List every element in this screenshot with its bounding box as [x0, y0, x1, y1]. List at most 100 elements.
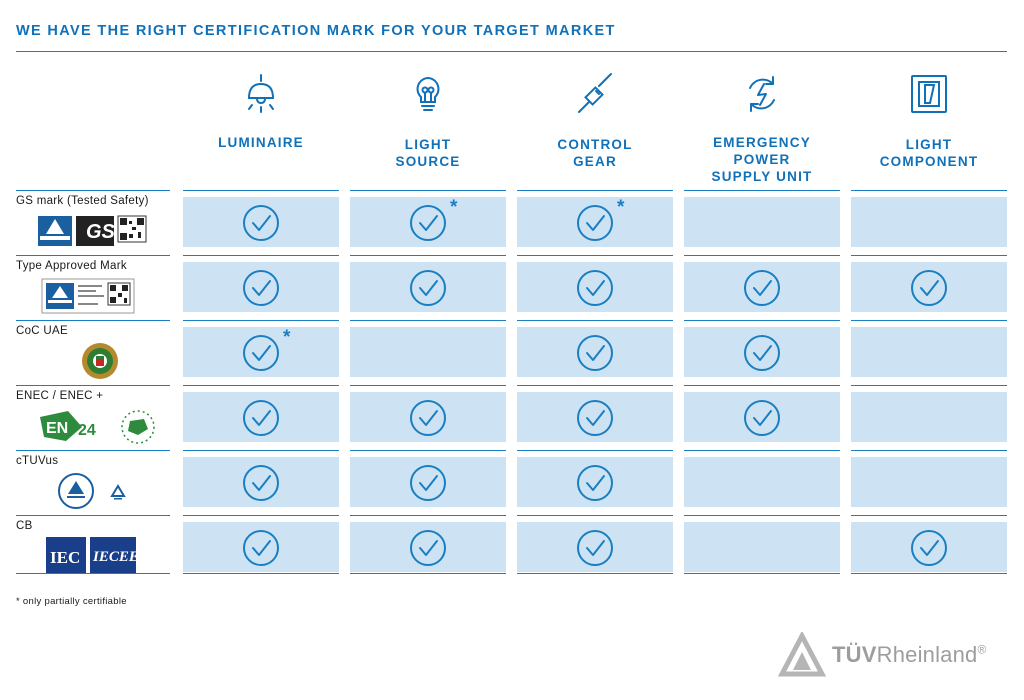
- table-cell: [350, 522, 506, 572]
- row-label: CoC UAE: [16, 325, 68, 337]
- partial-asterisk: *: [617, 197, 625, 218]
- svg-text:IEC: IEC: [50, 548, 80, 567]
- cell-divider: [517, 190, 673, 191]
- cell-divider: [350, 450, 506, 451]
- cell-divider: [350, 515, 506, 516]
- row-divider: [16, 255, 170, 256]
- tuv-triangle-icon: [777, 630, 827, 677]
- checkmark-icon: [910, 529, 948, 567]
- table-cell: [684, 262, 840, 312]
- column-label: LIGHT COMPONENT: [879, 137, 979, 169]
- checkmark-icon: [242, 464, 280, 502]
- cell-divider: [684, 450, 840, 451]
- column-header-5: LIGHT COMPONENT: [851, 72, 1007, 187]
- bottom-rule-column: [350, 573, 506, 574]
- checkmark-icon: [409, 399, 447, 437]
- type-approved-mark-logo: [38, 277, 178, 315]
- checkmark-icon: [576, 529, 614, 567]
- bottom-rule-column: [517, 573, 673, 574]
- column-label: CONTROL GEAR: [557, 137, 633, 169]
- bottom-rule-column: [851, 573, 1007, 574]
- table-cell: [517, 522, 673, 572]
- cell-divider: [350, 385, 506, 386]
- bottom-rule-names: [16, 573, 170, 574]
- checkmark-icon: [576, 399, 614, 437]
- column-header-3: CONTROL GEAR: [517, 72, 673, 187]
- table-cell: [851, 197, 1007, 247]
- cell-divider: [851, 385, 1007, 386]
- cell-divider: [183, 255, 339, 256]
- page-title: WE HAVE THE RIGHT CERTIFICATION MARK FOR…: [16, 23, 616, 39]
- table-cell: [684, 522, 840, 572]
- checkmark-icon: [576, 269, 614, 307]
- ctuvus-logo: [38, 472, 178, 510]
- checkmark-icon: [743, 269, 781, 307]
- table-cell: [350, 327, 506, 377]
- checkmark-icon: [409, 204, 447, 242]
- bottom-rule-column: [183, 573, 339, 574]
- column-header-4: EMERGENCY POWER SUPPLY UNIT: [684, 72, 840, 187]
- cell-divider: [350, 255, 506, 256]
- table-cell: [183, 392, 339, 442]
- cell-divider: [183, 385, 339, 386]
- column-label: LUMINAIRE: [218, 135, 304, 150]
- iec-iecee-logo: IEC IECEE: [38, 537, 178, 575]
- table-row: CB IEC IECEE: [16, 515, 1007, 579]
- cell-divider: [183, 515, 339, 516]
- checkmark-icon: [242, 399, 280, 437]
- table-row: ENEC / ENEC + EN 24: [16, 385, 1007, 449]
- table-cell: [183, 197, 339, 247]
- cell-divider: [684, 190, 840, 191]
- cell-divider: [517, 515, 673, 516]
- title-divider: [16, 51, 1007, 52]
- row-divider: [16, 515, 170, 516]
- table-cell: [851, 262, 1007, 312]
- svg-text:IECEE: IECEE: [92, 549, 139, 565]
- power-cycle-icon: [742, 72, 782, 116]
- table-row: GS mark (Tested Safety) GS * *: [16, 190, 1007, 254]
- checkmark-icon: [242, 269, 280, 307]
- cell-divider: [851, 190, 1007, 191]
- table-cell: [517, 327, 673, 377]
- table-cell: [851, 327, 1007, 377]
- cell-divider: [684, 320, 840, 321]
- cell-divider: [851, 515, 1007, 516]
- table-cell: [183, 522, 339, 572]
- row-label: cTUVus: [16, 455, 59, 467]
- column-header-2: LIGHT SOURCE: [350, 72, 506, 187]
- table-row: Type Approved Mark: [16, 255, 1007, 319]
- table-cell: [517, 457, 673, 507]
- row-divider: [16, 190, 170, 191]
- table-cell: [183, 262, 339, 312]
- table-cell: [684, 327, 840, 377]
- brand-name: TÜVRheinland®: [832, 642, 987, 668]
- cell-divider: [183, 450, 339, 451]
- row-label: Type Approved Mark: [16, 260, 127, 272]
- table-row: CoC UAE *: [16, 320, 1007, 384]
- row-divider: [16, 320, 170, 321]
- row-label: ENEC / ENEC +: [16, 390, 104, 402]
- svg-text:GS: GS: [86, 221, 116, 243]
- bottom-rule-column: [684, 573, 840, 574]
- checkmark-icon: [576, 464, 614, 502]
- brand-suffix: Rheinland: [876, 642, 978, 667]
- row-label: GS mark (Tested Safety): [16, 195, 149, 207]
- cell-divider: [517, 255, 673, 256]
- gs-mark-logo: GS: [38, 212, 178, 250]
- checkmark-icon: [910, 269, 948, 307]
- footnote: * only partially certifiable: [16, 596, 127, 607]
- light-bulb-icon: [408, 72, 448, 116]
- table-cell: *: [183, 327, 339, 377]
- uae-emblem-logo: [38, 342, 178, 380]
- checkmark-icon: [242, 334, 280, 372]
- checkmark-icon: [242, 204, 280, 242]
- table-cell: [517, 262, 673, 312]
- tuv-rheinland-logo: TÜVRheinland®: [777, 630, 1008, 678]
- cell-divider: [684, 515, 840, 516]
- svg-text:24: 24: [78, 422, 96, 439]
- cell-divider: [517, 320, 673, 321]
- table-cell: [851, 457, 1007, 507]
- cell-divider: [183, 320, 339, 321]
- table-cell: [517, 392, 673, 442]
- checkmark-icon: [576, 334, 614, 372]
